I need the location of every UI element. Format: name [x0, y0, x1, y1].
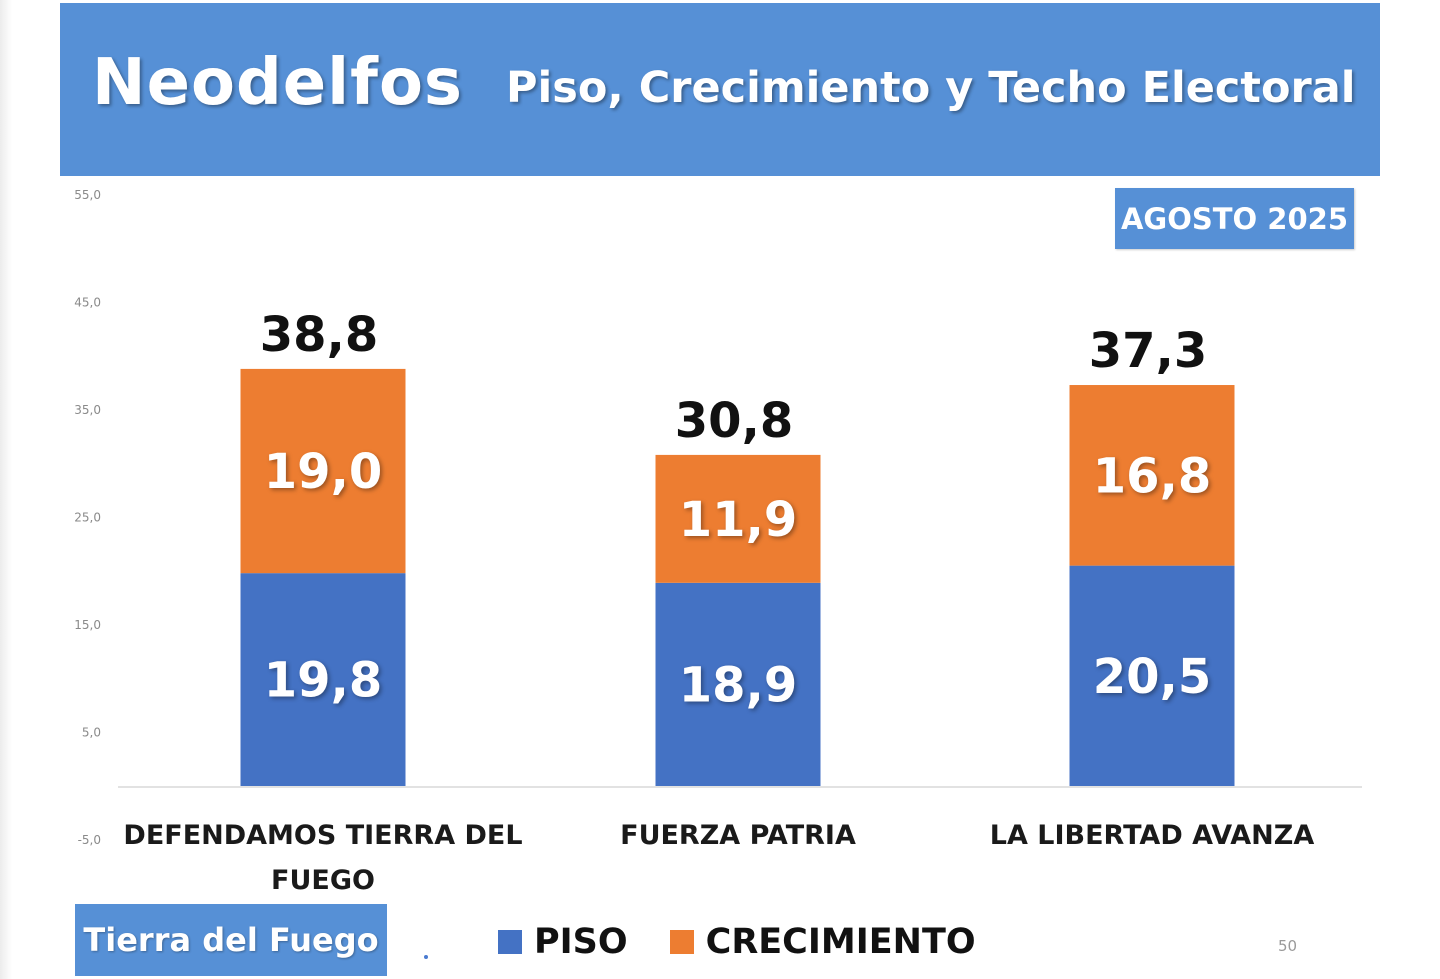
chart-legend: PISO CRECIMIENTO [498, 920, 1018, 964]
y-tick-label: 55,0 [74, 188, 101, 202]
bar-total-label: 37,3 [1089, 323, 1207, 379]
bar-total-label: 30,8 [675, 393, 793, 449]
date-badge: AGOSTO 2025 [1115, 188, 1354, 249]
bar-crecimiento [240, 368, 406, 574]
y-tick-label: -5,0 [78, 833, 101, 847]
x-category-label: LA LIBERTAD AVANZA [990, 820, 1315, 851]
left-edge-shading [0, 0, 12, 979]
bar-crecimiento [655, 454, 821, 583]
bar-value-label: 19,8 [264, 653, 382, 709]
legend-label-crecimiento: CRECIMIENTO [705, 921, 976, 962]
bar-value-label: 16,8 [1093, 448, 1211, 504]
legend-item-crecimiento: CRECIMIENTO [669, 921, 976, 962]
bar-total-label: 38,8 [260, 307, 378, 363]
bar-value-label: 18,9 [679, 657, 797, 713]
brand-title: Neodelfos [92, 46, 463, 120]
y-tick-label: 25,0 [74, 510, 101, 524]
legend-swatch-piso [498, 930, 522, 954]
page-number: 50 [1278, 937, 1298, 955]
legend-item-piso: PISO [498, 921, 628, 962]
bar-piso [655, 582, 821, 786]
bar-piso [240, 573, 406, 786]
x-category-label: FUEGO [271, 865, 375, 896]
y-tick-label: 15,0 [74, 618, 101, 632]
bar-value-label: 20,5 [1093, 649, 1211, 705]
bar-value-label: 19,0 [264, 444, 382, 500]
stray-dot [424, 955, 428, 959]
chart-subtitle: Piso, Crecimiento y Techo Electoral [506, 63, 1356, 113]
y-tick-label: 5,0 [82, 725, 101, 739]
region-badge: Tierra del Fuego [75, 904, 387, 976]
bar-piso [1069, 565, 1235, 786]
y-tick-label: 45,0 [74, 295, 101, 309]
legend-label-piso: PISO [534, 921, 628, 962]
x-category-label: DEFENDAMOS TIERRA DEL [123, 820, 522, 851]
legend-swatch-crecimiento [669, 930, 694, 954]
x-category-label: FUERZA PATRIA [620, 820, 856, 851]
header-banner: Neodelfos Piso, Crecimiento y Techo Elec… [60, 3, 1380, 176]
bar-value-label: 11,9 [679, 492, 797, 548]
y-tick-label: 35,0 [74, 403, 101, 417]
bar-crecimiento [1069, 385, 1235, 566]
